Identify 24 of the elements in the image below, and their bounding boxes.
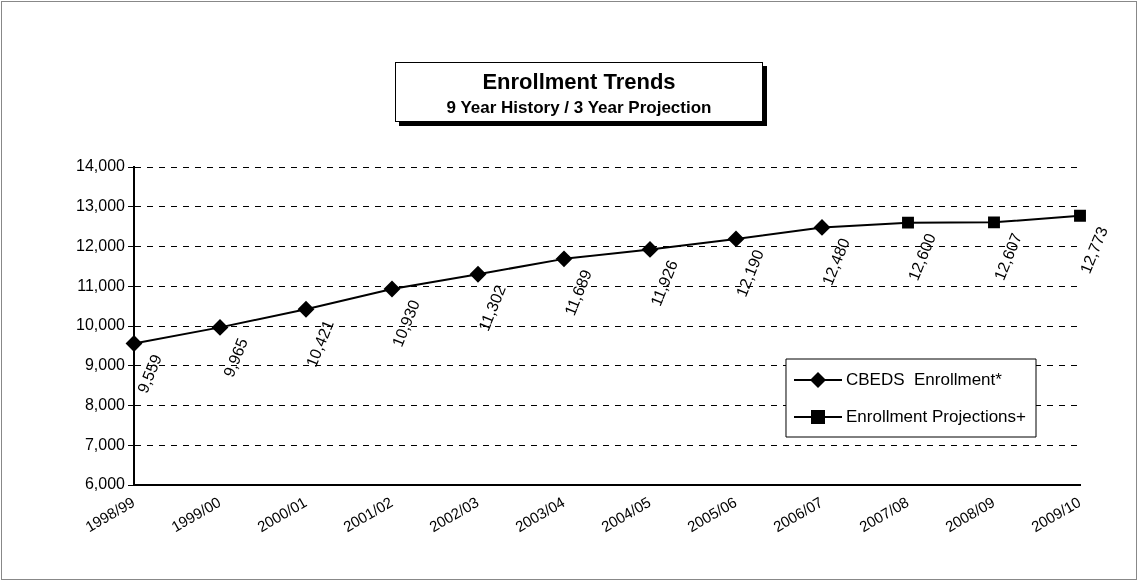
- y-tick-label: 7,000: [84, 435, 126, 453]
- data-label: 12,600: [904, 230, 939, 283]
- y-tick-label: 11,000: [77, 276, 126, 294]
- y-tick-label: 12,000: [76, 236, 126, 254]
- y-tick-label: 9,000: [84, 356, 126, 374]
- y-tick-label: 6,000: [84, 475, 126, 493]
- data-label: 12,480: [818, 235, 853, 288]
- data-label: 9,965: [220, 335, 251, 380]
- y-tick-label: 10,000: [76, 316, 126, 334]
- data-label: 12,773: [1076, 224, 1111, 276]
- data-label: 10,930: [388, 297, 423, 350]
- y-tick-label: 8,000: [84, 395, 126, 413]
- chart-title: Enrollment Trends: [481, 69, 677, 95]
- y-tick-label: 14,000: [76, 157, 126, 175]
- data-label: 9,559: [134, 351, 165, 396]
- legend-label: Enrollment Projections+: [846, 406, 1027, 426]
- y-tick-label: 13,000: [76, 197, 126, 215]
- data-label: 10,421: [302, 317, 337, 370]
- data-label: 11,926: [647, 257, 681, 309]
- data-label: 11,689: [561, 267, 595, 318]
- data-label: 12,607: [990, 230, 1025, 283]
- chart-subtitle: 9 Year History / 3 Year Projection: [445, 98, 713, 118]
- legend-label: CBEDS Enrollment*: [846, 369, 1003, 389]
- data-label: 12,190: [732, 247, 767, 300]
